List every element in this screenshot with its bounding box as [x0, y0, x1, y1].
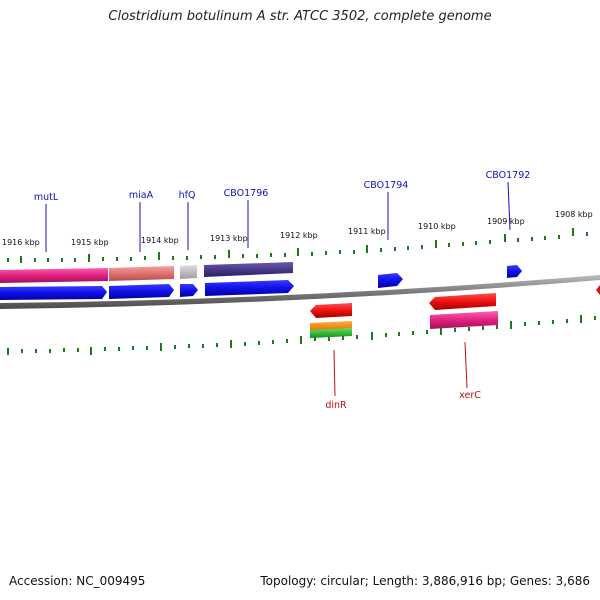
gene-label-dinR: dinR	[325, 400, 347, 411]
gene-label-mutL: mutL	[34, 192, 59, 203]
kbp-label: 1916 kbp	[2, 238, 40, 247]
gene-label-miaA: miaA	[129, 190, 154, 201]
feature-dinR-green	[310, 328, 352, 338]
lower-leader-lines	[333, 341, 468, 397]
genome-backbone	[0, 275, 600, 309]
gene-arrow-miaA	[109, 284, 174, 299]
kbp-label: 1914 kbp	[141, 236, 179, 245]
kbp-label: 1913 kbp	[210, 234, 248, 243]
kbp-label: 1915 kbp	[71, 238, 109, 247]
kbp-label: 1908 kbp	[555, 210, 593, 219]
lower-tick-track	[7, 315, 596, 355]
upper-leader-lines	[45, 181, 511, 252]
accession-text: Accession: NC_009495	[9, 574, 146, 588]
upper-tick-track	[7, 228, 588, 263]
feature-xerC-magenta	[430, 311, 498, 329]
kbp-label: 1912 kbp	[280, 231, 318, 240]
edge-feature-marker	[596, 285, 600, 295]
genome-summary-text: Topology: circular; Length: 3,886,916 bp…	[260, 574, 590, 588]
map-title: Clostridium botulinum A str. ATCC 3502, …	[108, 9, 492, 24]
gene-arrow-CBO1794	[378, 273, 403, 288]
gene-arrow-mutL	[0, 286, 107, 300]
gene-arrow-hfQ	[180, 284, 198, 297]
gene-label-CBO1794: CBO1794	[364, 180, 409, 191]
gene-label-CBO1792: CBO1792	[486, 170, 531, 181]
kbp-label: 1910 kbp	[418, 222, 456, 231]
kbp-label: 1909 kbp	[487, 217, 525, 226]
kbp-scale-labels: 1916 kbp 1915 kbp 1914 kbp 1913 kbp 1912…	[2, 210, 593, 247]
gene-label-hfQ: hfQ	[179, 190, 196, 201]
gene-arrow-CBO1796	[205, 280, 294, 296]
gene-arrow-xerC	[429, 293, 496, 310]
gene-label-xerC: xerC	[459, 390, 481, 401]
feature-CBO1796-top	[204, 262, 293, 277]
feature-hfQ-top	[180, 265, 197, 279]
feature-row-top	[0, 262, 293, 283]
forward-strand-genes	[0, 265, 522, 300]
gene-arrow-dinR	[310, 303, 352, 318]
gene-arrow-CBO1792	[507, 265, 522, 278]
feature-miaA-top	[109, 266, 174, 281]
upper-gene-labels: mutL miaA hfQ CBO1796 CBO1794 CBO1792	[34, 170, 530, 203]
gene-label-CBO1796: CBO1796	[224, 188, 269, 199]
feature-mutL-top	[0, 268, 108, 283]
lower-gene-labels: dinR xerC	[325, 390, 481, 411]
kbp-label: 1911 kbp	[348, 227, 386, 236]
reverse-strand-genes	[310, 293, 498, 338]
